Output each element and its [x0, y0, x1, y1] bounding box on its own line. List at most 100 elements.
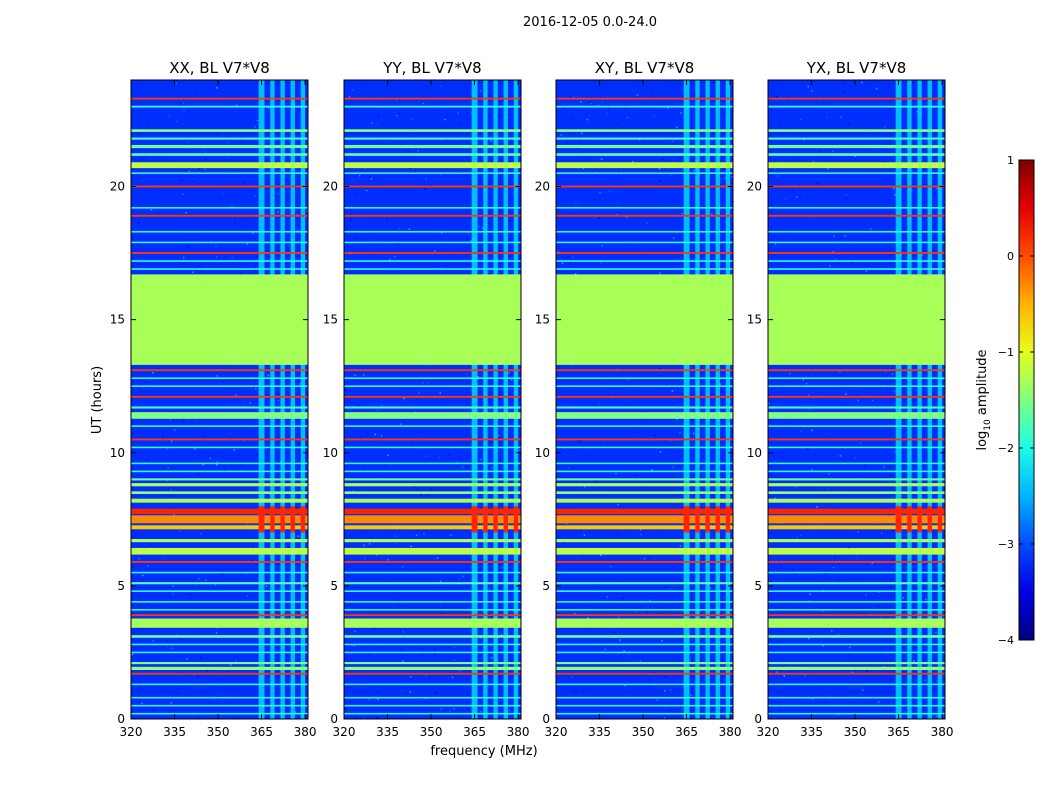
- noise-cell: [306, 210, 308, 212]
- flag-line: [131, 491, 308, 495]
- noise-cell: [295, 506, 298, 509]
- noise-cell: [441, 232, 443, 234]
- flag-line: [131, 666, 308, 671]
- panel-title: YX, BL V7*V8: [806, 59, 907, 77]
- noise-cell: [862, 595, 864, 597]
- noise-cell: [562, 613, 564, 615]
- noise-cell: [376, 717, 378, 719]
- noise-cell: [681, 212, 683, 215]
- noise-cell: [297, 535, 299, 537]
- flag-line: [344, 651, 521, 654]
- noise-cell: [880, 532, 883, 535]
- flag-line: [768, 666, 945, 671]
- rfi-band: [493, 80, 498, 719]
- noise-cell: [370, 178, 373, 180]
- noise-cell: [396, 114, 398, 117]
- flag-line: [556, 172, 733, 174]
- flag-line: [556, 241, 733, 244]
- noise-cell: [425, 455, 428, 457]
- noise-cell: [571, 364, 573, 367]
- noise-cell: [679, 89, 681, 92]
- noise-cell: [807, 394, 810, 396]
- x-tick-label: 335: [588, 725, 611, 739]
- noise-cell: [372, 101, 374, 103]
- flag-line: [344, 230, 521, 233]
- noise-cell: [819, 150, 822, 152]
- noise-cell: [490, 528, 492, 531]
- noise-cell: [582, 167, 584, 170]
- noise-cell: [254, 126, 257, 128]
- flag-line: [556, 425, 733, 427]
- rfi-band: [270, 80, 275, 719]
- noise-cell: [435, 692, 437, 695]
- noise-cell: [913, 200, 915, 203]
- noise-cell: [420, 648, 423, 650]
- noise-cell: [234, 221, 236, 224]
- noise-cell: [843, 378, 846, 381]
- flag-line: [131, 260, 308, 262]
- noise-cell: [132, 237, 134, 240]
- noise-cell: [176, 120, 179, 123]
- rfi-hot-cell: [683, 506, 690, 533]
- noise-cell: [559, 409, 561, 411]
- noise-cell: [453, 659, 456, 661]
- noise-cell: [653, 115, 655, 117]
- flagged-block: [344, 274, 521, 365]
- x-axis-label: frequency (MHz): [430, 744, 537, 759]
- noise-cell: [420, 493, 422, 496]
- x-tick-label: 350: [632, 725, 655, 739]
- y-tick-label: 0: [117, 712, 125, 726]
- noise-cell: [402, 631, 404, 633]
- noise-cell: [467, 708, 470, 710]
- noise-cell: [206, 669, 209, 672]
- noise-cell: [847, 663, 849, 666]
- noise-cell: [903, 461, 905, 463]
- noise-cell: [780, 566, 783, 569]
- colorbar-label-sub: 10: [983, 419, 993, 431]
- rfi-hot-cell: [258, 506, 265, 533]
- noise-cell: [256, 453, 258, 456]
- noise-cell: [191, 239, 193, 241]
- noise-cell: [885, 541, 888, 544]
- flag-line: [768, 515, 945, 524]
- noise-cell: [354, 716, 356, 719]
- noise-cell: [573, 612, 576, 615]
- noise-cell: [844, 235, 846, 237]
- flag-line: [131, 385, 308, 387]
- noise-cell: [603, 440, 605, 442]
- noise-cell: [913, 365, 915, 367]
- noise-cell: [145, 459, 148, 461]
- panel-frame: [767, 79, 946, 720]
- flag-line: [131, 618, 308, 628]
- noise-cell: [192, 441, 194, 444]
- flag-line: [131, 97, 308, 100]
- noise-cell: [180, 102, 182, 105]
- noise-cell: [671, 140, 674, 143]
- noise-cell: [847, 546, 850, 549]
- noise-cell: [789, 143, 791, 146]
- noise-cell: [778, 160, 780, 163]
- noise-cell: [135, 514, 138, 516]
- flag-line: [344, 571, 521, 574]
- noise-cell: [583, 534, 586, 536]
- noise-cell: [871, 562, 874, 564]
- panel-title: XX, BL V7*V8: [169, 59, 270, 77]
- flag-line: [131, 406, 308, 409]
- flag-line: [344, 560, 521, 563]
- noise-cell: [365, 189, 368, 192]
- flag-line: [131, 571, 308, 574]
- flag-line: [131, 582, 308, 585]
- flag-line: [768, 614, 945, 617]
- flag-line: [556, 635, 733, 638]
- noise-cell: [509, 220, 512, 222]
- noise-cell: [235, 660, 237, 662]
- noise-cell: [667, 200, 670, 203]
- noise-cell: [854, 669, 857, 671]
- flag-line: [131, 172, 308, 174]
- noise-cell: [296, 204, 299, 207]
- noise-cell: [133, 717, 135, 719]
- rfi-hot-cell: [280, 506, 285, 533]
- noise-cell: [359, 682, 361, 685]
- rfi-hot-cell: [917, 506, 922, 533]
- noise-cell: [489, 440, 492, 443]
